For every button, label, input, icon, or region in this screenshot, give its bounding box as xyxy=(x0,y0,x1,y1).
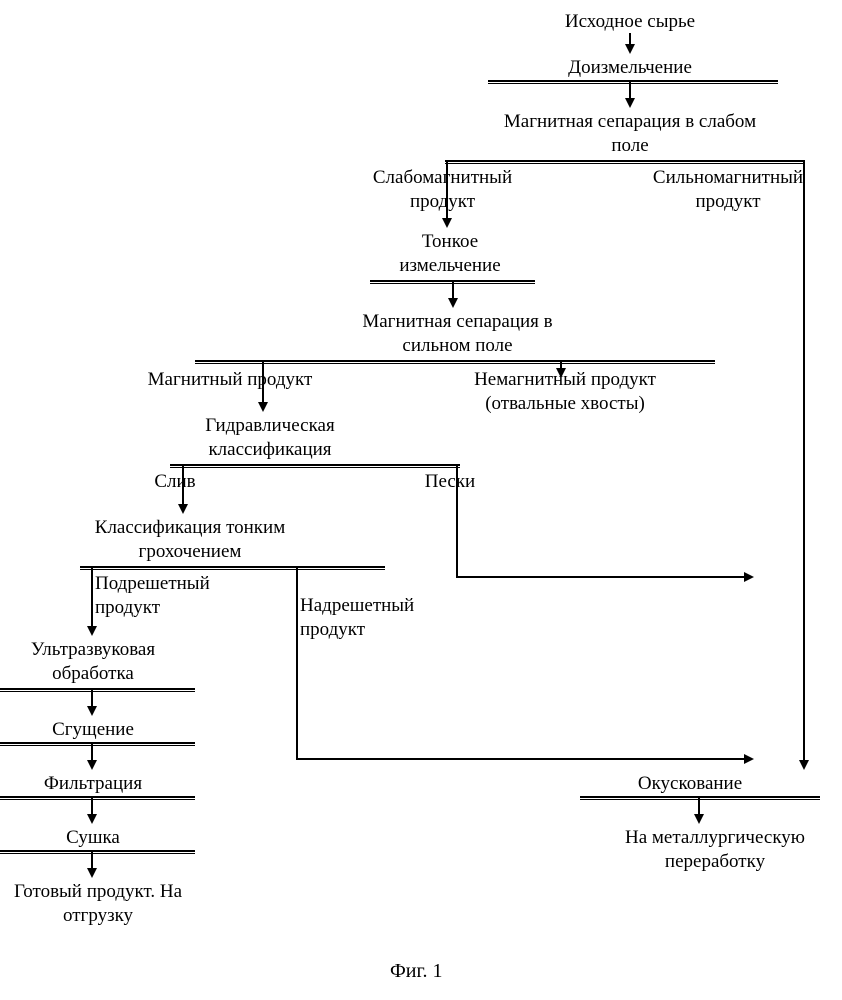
conn-oversize-right xyxy=(296,758,746,760)
arrow-filter-dry xyxy=(87,814,97,824)
arrow-nonmag xyxy=(556,368,566,378)
node-screen-class: Классификация тонким грохочением xyxy=(80,516,300,564)
node-magsep-weak: Магнитная сепарация в слабом поле xyxy=(490,110,770,158)
underline-thicken xyxy=(0,742,195,746)
arrow-hydro-left xyxy=(178,504,188,514)
label-weak-prod: Слабомагнитный продукт xyxy=(355,166,530,214)
arrow-magsep-left xyxy=(442,218,452,228)
node-dry: Сушка xyxy=(8,826,178,850)
node-hydro-class: Гидравлическая классификация xyxy=(170,414,370,462)
arrow-regrind-magsep xyxy=(625,98,635,108)
label-strong-prod: Сильномагнитный продукт xyxy=(638,166,818,214)
underline-filter xyxy=(0,796,195,800)
arrow-undersize xyxy=(87,626,97,636)
underline-screen-class xyxy=(80,566,385,570)
arrow-magprod-hydro xyxy=(258,402,268,412)
conn-magsep-left xyxy=(446,162,448,222)
node-to-metall: На металлургическую переработку xyxy=(600,826,830,874)
node-final: Готовый продукт. На отгрузку xyxy=(8,880,188,928)
arrow-fine-magsepstrong xyxy=(448,298,458,308)
node-agglomeration: Окускование xyxy=(600,772,780,796)
label-mag-prod: Магнитный продукт xyxy=(130,368,330,392)
arrow-dry-final xyxy=(87,868,97,878)
node-regrind: Доизмельчение xyxy=(520,56,740,80)
arrow-thicken-filter xyxy=(87,760,97,770)
node-raw: Исходное сырье xyxy=(520,10,740,34)
underline-ultrasonic xyxy=(0,688,195,692)
conn-undersize xyxy=(91,568,93,630)
figure-caption: Фиг. 1 xyxy=(390,960,442,983)
arrow-raw-regrind xyxy=(625,44,635,54)
label-undersize: Подрешетный продукт xyxy=(95,572,235,620)
node-filter: Фильтрация xyxy=(8,772,178,796)
node-fine-grind: Тонкое измельчение xyxy=(375,230,525,278)
conn-magsep-right xyxy=(803,162,805,764)
arrow-sands-right xyxy=(744,572,754,582)
label-oversize: Надрешетный продукт xyxy=(300,594,430,642)
arrow-ultra-thicken xyxy=(87,706,97,716)
node-thicken: Сгущение xyxy=(8,718,178,742)
label-overflow: Слив xyxy=(135,470,215,494)
arrow-agg-metall xyxy=(694,814,704,824)
conn-magprod-hydro xyxy=(262,362,264,406)
underline-hydro-class xyxy=(170,464,460,468)
node-ultrasonic: Ультразвуковая обработка xyxy=(8,638,178,686)
arrow-oversize-right xyxy=(744,754,754,764)
label-sands: Пески xyxy=(400,470,500,494)
underline-dry xyxy=(0,850,195,854)
conn-oversize-down xyxy=(296,568,298,758)
conn-sands-right xyxy=(456,576,746,578)
underline-agglomeration xyxy=(580,796,820,800)
conn-hydro-left xyxy=(182,466,184,508)
underline-magsep-weak xyxy=(445,160,805,164)
underline-regrind xyxy=(488,80,778,84)
conn-sands-down xyxy=(456,466,458,576)
node-magsep-strong: Магнитная сепарация в сильном поле xyxy=(345,310,570,358)
underline-magsep-strong xyxy=(195,360,715,364)
arrow-magsep-right xyxy=(799,760,809,770)
